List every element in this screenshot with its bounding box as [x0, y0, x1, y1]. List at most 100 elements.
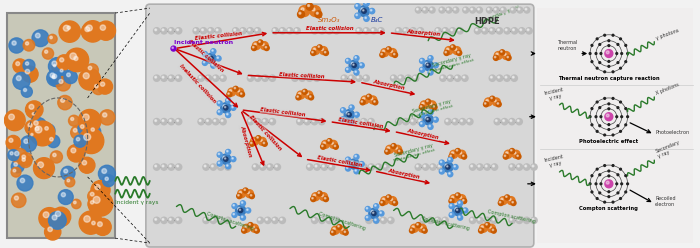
Circle shape [74, 56, 78, 61]
Circle shape [432, 105, 437, 110]
Circle shape [604, 201, 606, 203]
Circle shape [17, 175, 33, 191]
Circle shape [404, 120, 406, 122]
Circle shape [499, 197, 508, 205]
Circle shape [78, 122, 91, 135]
Circle shape [384, 165, 386, 167]
Circle shape [99, 110, 115, 125]
Circle shape [22, 66, 38, 82]
Circle shape [391, 198, 393, 200]
Text: Absorption: Absorption [406, 29, 440, 37]
Circle shape [421, 68, 422, 70]
Circle shape [4, 110, 25, 131]
Circle shape [364, 76, 366, 78]
Circle shape [525, 218, 526, 220]
Circle shape [388, 217, 394, 223]
Circle shape [490, 96, 495, 101]
Circle shape [489, 226, 491, 228]
Circle shape [176, 164, 182, 170]
Circle shape [79, 68, 101, 90]
Circle shape [510, 150, 512, 151]
Circle shape [220, 75, 226, 81]
Circle shape [608, 103, 610, 105]
Circle shape [90, 201, 94, 204]
Circle shape [608, 191, 610, 193]
Circle shape [91, 128, 94, 131]
Circle shape [374, 205, 376, 206]
Circle shape [482, 28, 488, 34]
Circle shape [428, 217, 434, 223]
Circle shape [456, 76, 458, 78]
Circle shape [243, 229, 244, 231]
Circle shape [532, 165, 534, 167]
Circle shape [617, 192, 619, 194]
Circle shape [240, 215, 246, 220]
Circle shape [50, 137, 53, 141]
Circle shape [279, 28, 286, 34]
Circle shape [24, 139, 28, 143]
Circle shape [14, 162, 18, 166]
Circle shape [443, 162, 453, 172]
Circle shape [204, 53, 205, 54]
Circle shape [272, 28, 279, 34]
Circle shape [419, 29, 421, 31]
Circle shape [42, 124, 55, 137]
Circle shape [500, 51, 502, 52]
Text: Incident
γ ray: Incident γ ray [544, 154, 566, 169]
Circle shape [90, 192, 94, 196]
Circle shape [312, 47, 320, 55]
Circle shape [591, 61, 593, 62]
Circle shape [412, 29, 413, 31]
Circle shape [57, 55, 71, 70]
Circle shape [362, 120, 364, 122]
Circle shape [372, 212, 374, 213]
Text: Compton scattering: Compton scattering [421, 216, 470, 231]
Circle shape [620, 168, 622, 170]
Circle shape [389, 49, 397, 57]
Circle shape [436, 29, 438, 31]
Text: Elastic collision: Elastic collision [338, 117, 384, 129]
Circle shape [214, 76, 216, 78]
Circle shape [382, 50, 384, 52]
Circle shape [324, 197, 326, 199]
Circle shape [486, 99, 489, 102]
Text: HDPE: HDPE [475, 17, 500, 26]
Circle shape [398, 150, 400, 152]
Circle shape [416, 222, 421, 228]
Circle shape [626, 183, 629, 185]
Circle shape [88, 66, 92, 70]
Circle shape [517, 120, 519, 122]
Circle shape [169, 76, 172, 78]
Circle shape [507, 56, 508, 58]
Circle shape [169, 165, 172, 167]
Circle shape [378, 28, 384, 34]
Circle shape [333, 217, 340, 223]
Circle shape [168, 75, 174, 81]
Circle shape [59, 79, 63, 84]
Circle shape [449, 204, 454, 209]
Circle shape [427, 100, 428, 102]
Text: Secondary γ ray: Secondary γ ray [482, 4, 520, 24]
Circle shape [620, 38, 622, 40]
FancyBboxPatch shape [7, 13, 116, 238]
Circle shape [459, 152, 461, 154]
Text: Photoelectron: Photoelectron [655, 130, 690, 135]
Circle shape [440, 8, 442, 10]
Circle shape [354, 70, 359, 75]
Circle shape [421, 60, 422, 61]
Circle shape [369, 120, 371, 122]
Circle shape [70, 53, 76, 60]
Circle shape [341, 117, 346, 122]
Circle shape [349, 159, 359, 169]
Circle shape [38, 162, 43, 168]
Circle shape [172, 47, 174, 49]
Circle shape [297, 119, 303, 125]
Circle shape [331, 226, 340, 234]
Circle shape [102, 169, 106, 173]
Circle shape [456, 209, 458, 210]
Circle shape [596, 67, 598, 69]
Circle shape [616, 116, 617, 118]
Circle shape [260, 164, 266, 170]
Circle shape [298, 120, 300, 122]
Circle shape [312, 28, 318, 34]
